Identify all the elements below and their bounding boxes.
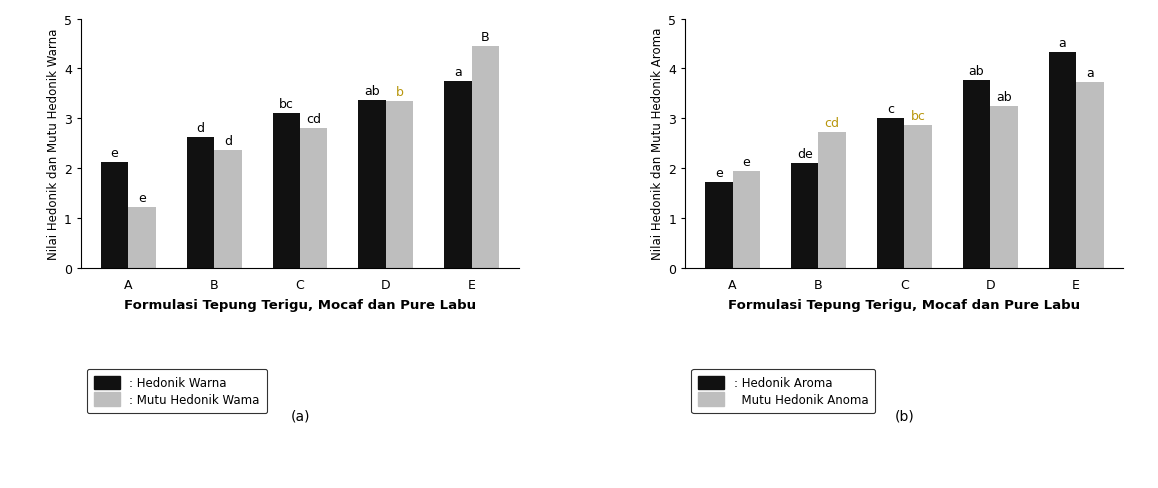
Text: c: c (887, 103, 894, 116)
Legend: : Hedonik Aroma,   Mutu Hedonik Anoma: : Hedonik Aroma, Mutu Hedonik Anoma (691, 369, 875, 413)
Text: ab: ab (968, 65, 984, 78)
Text: ab: ab (996, 91, 1012, 103)
Bar (1076, 83, 1104, 268)
Bar (990, 107, 1018, 268)
Text: a: a (1086, 67, 1093, 80)
Text: a: a (1058, 37, 1067, 50)
Text: b: b (396, 86, 403, 99)
Bar (214, 150, 242, 268)
X-axis label: Formulasi Tepung Terigu, Mocaf dan Pure Labu: Formulasi Tepung Terigu, Mocaf dan Pure … (728, 298, 1080, 311)
Bar (272, 114, 300, 268)
Bar (791, 164, 819, 268)
Y-axis label: Nilai Hedonik dan Mutu Hedonik Warna: Nilai Hedonik dan Mutu Hedonik Warna (46, 28, 60, 260)
Text: cd: cd (824, 117, 840, 129)
Bar (386, 102, 413, 268)
Text: B: B (482, 31, 490, 44)
Bar (733, 171, 760, 268)
Bar (904, 125, 932, 268)
Text: e: e (138, 192, 146, 204)
Bar (1048, 53, 1076, 268)
Y-axis label: Nilai Hedonik dan Mutu Hedonik Aroma: Nilai Hedonik dan Mutu Hedonik Aroma (651, 28, 665, 260)
Bar (471, 47, 499, 268)
Bar (445, 81, 471, 268)
Bar (358, 101, 386, 268)
Text: e: e (742, 155, 750, 168)
Text: de: de (797, 148, 813, 161)
Bar (705, 183, 733, 268)
Bar (819, 133, 846, 268)
Bar (300, 129, 328, 268)
Bar (186, 138, 214, 268)
Legend: : Hedonik Warna, : Mutu Hedonik Wama: : Hedonik Warna, : Mutu Hedonik Wama (87, 369, 267, 413)
Text: e: e (714, 166, 723, 179)
Text: d: d (223, 135, 232, 147)
Bar (101, 163, 129, 268)
Text: a: a (454, 66, 462, 79)
Text: ab: ab (365, 85, 380, 98)
Text: (a): (a) (291, 409, 309, 423)
Bar (129, 208, 156, 268)
Text: d: d (197, 122, 205, 135)
Bar (877, 119, 904, 268)
Text: bc: bc (910, 110, 925, 122)
Bar (962, 81, 990, 268)
Text: e: e (111, 147, 118, 160)
Text: bc: bc (279, 98, 294, 111)
X-axis label: Formulasi Tepung Terigu, Mocaf dan Pure Labu: Formulasi Tepung Terigu, Mocaf dan Pure … (124, 298, 476, 311)
Text: cd: cd (306, 113, 321, 126)
Text: (b): (b) (894, 409, 914, 423)
